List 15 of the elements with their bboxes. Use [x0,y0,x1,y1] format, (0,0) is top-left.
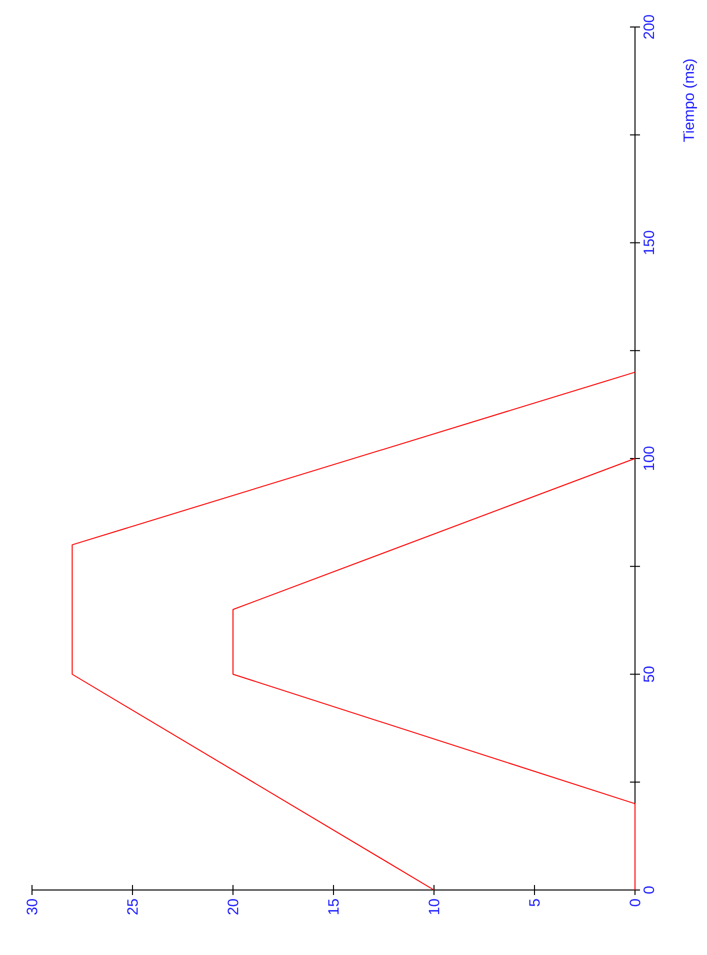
y-axis-title: Tiempo (ms) [683,59,697,142]
x-tick-label: 30 [26,899,38,915]
x-tick-label: 15 [328,899,339,914]
x-tick-label: 25 [127,899,138,914]
line-series [232,458,636,890]
x-tick-label: 0 [630,899,640,906]
y-tick-label: 200 [644,15,654,39]
line-series [72,372,636,890]
y-tick-label: 0 [644,886,654,894]
y-tick-label: 50 [644,666,654,682]
x-tick-label: 10 [428,899,440,914]
y-tick-label: 150 [644,230,654,254]
x-tick-label: 20 [228,899,238,914]
x-tick-label: 5 [529,899,540,906]
y-tick-label: 100 [644,446,654,470]
